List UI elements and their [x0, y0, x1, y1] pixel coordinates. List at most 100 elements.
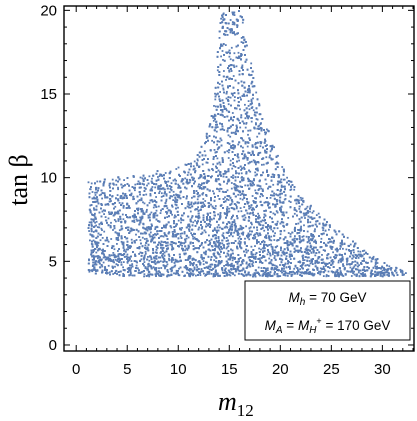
scatter-point [215, 269, 217, 272]
scatter-point [240, 226, 243, 228]
scatter-point [297, 222, 300, 225]
scatter-point [150, 223, 153, 226]
scatter-point [174, 178, 176, 181]
scatter-point [228, 69, 230, 72]
scatter-point [202, 263, 205, 266]
scatter-point [114, 265, 116, 268]
scatter-point [126, 253, 129, 256]
scatter-point [210, 272, 213, 275]
scatter-point [175, 225, 177, 227]
scatter-point [157, 205, 160, 208]
scatter-point [255, 206, 258, 208]
scatter-point [237, 51, 240, 54]
scatter-point [233, 99, 236, 102]
scatter-point [270, 259, 273, 261]
scatter-point [314, 239, 317, 242]
scatter-point [184, 239, 187, 242]
scatter-point [269, 261, 272, 264]
scatter-point [189, 179, 192, 182]
scatter-point [244, 237, 246, 240]
scatter-point [154, 267, 156, 270]
scatter-point [154, 228, 157, 230]
scatter-point [196, 208, 199, 210]
scatter-point [215, 130, 218, 133]
scatter-point [221, 50, 224, 52]
scatter-point [216, 148, 219, 151]
scatter-point [214, 98, 217, 101]
scatter-point [238, 119, 240, 122]
scatter-point [247, 180, 250, 183]
scatter-point [216, 69, 219, 72]
scatter-point [193, 160, 196, 163]
scatter-point [231, 259, 234, 262]
scatter-point [225, 107, 227, 110]
scatter-point [210, 198, 212, 201]
scatter-point [242, 146, 244, 149]
scatter-point [290, 243, 292, 246]
scatter-point [181, 227, 183, 229]
scatter-point [222, 12, 225, 15]
scatter-point [241, 176, 243, 178]
scatter-point [122, 245, 125, 247]
scatter-point [222, 232, 225, 235]
scatter-point [89, 233, 92, 236]
scatter-point [147, 262, 150, 265]
scatter-point [299, 268, 301, 271]
scatter-point [273, 239, 276, 241]
scatter-point [264, 151, 267, 154]
scatter-point [110, 238, 113, 240]
scatter-point [280, 249, 282, 252]
scatter-point [227, 262, 229, 264]
scatter-point [226, 182, 228, 185]
scatter-point [91, 191, 94, 193]
scatter-point [145, 240, 148, 242]
scatter-point [95, 224, 97, 227]
scatter-point [228, 70, 231, 73]
scatter-point [176, 201, 178, 204]
scatter-point [239, 224, 242, 227]
scatter-point [145, 237, 148, 240]
scatter-point [247, 105, 250, 107]
scatter-point [90, 218, 93, 221]
scatter-point [245, 261, 248, 264]
scatter-point [216, 126, 219, 128]
scatter-point [197, 177, 200, 180]
scatter-point [134, 241, 136, 244]
scatter-point [254, 245, 256, 247]
scatter-point [183, 252, 186, 255]
scatter-point [165, 226, 167, 229]
scatter-point [133, 216, 136, 219]
scatter-point [87, 181, 90, 184]
scatter-point [364, 273, 366, 276]
scatter-point [309, 244, 312, 247]
scatter-point [103, 213, 105, 215]
scatter-point [237, 143, 240, 146]
scatter-point [120, 254, 123, 256]
scatter-point [193, 258, 196, 261]
scatter-point [199, 274, 202, 276]
scatter-point [251, 223, 253, 226]
scatter-point [159, 260, 162, 263]
scatter-point [143, 202, 146, 205]
scatter-point [257, 234, 260, 237]
scatter-point [288, 200, 291, 203]
scatter-point [309, 242, 311, 245]
scatter-point [151, 177, 153, 180]
scatter-point [227, 85, 229, 88]
scatter-point [265, 268, 268, 270]
scatter-point [167, 271, 170, 274]
scatter-point [228, 179, 231, 182]
scatter-point [196, 266, 199, 268]
scatter-point [345, 248, 348, 251]
scatter-point [273, 146, 275, 149]
scatter-point [250, 245, 253, 248]
scatter-point [201, 163, 204, 166]
scatter-point [188, 181, 191, 184]
scatter-point [202, 214, 205, 217]
scatter-point [158, 175, 161, 177]
scatter-point [357, 250, 360, 253]
scatter-point [235, 269, 237, 272]
scatter-point [184, 163, 187, 166]
scatter-point [227, 103, 230, 106]
scatter-point [246, 91, 249, 94]
